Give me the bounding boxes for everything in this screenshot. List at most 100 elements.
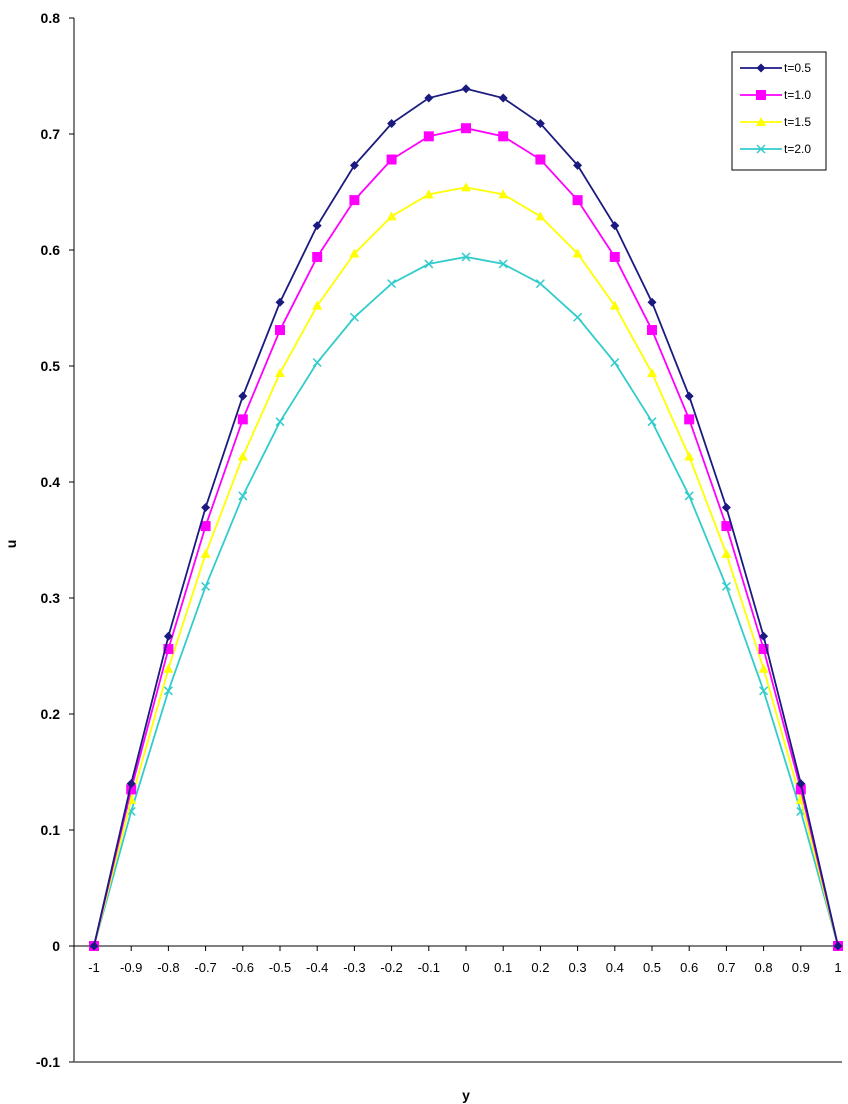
data-point-t-2-0	[349, 312, 359, 322]
data-point-t-1-0	[275, 325, 285, 336]
x-tick-label: -1	[88, 960, 100, 975]
data-point-t-0-5	[349, 160, 359, 170]
x-tick-label: -0.9	[120, 960, 142, 975]
data-point-t-2-0-stroke	[647, 417, 657, 427]
data-point-t-1-5	[498, 189, 509, 199]
data-point-t-2-0-stroke	[424, 259, 434, 269]
data-point-t-1-0	[498, 131, 509, 142]
x-tick-label: -0.6	[232, 960, 254, 975]
y-tick-label: 0.8	[41, 10, 61, 26]
data-point-t-2-0-stroke	[238, 491, 248, 501]
y-tick-label: 0.5	[41, 358, 61, 374]
data-point-t-2-0-stroke	[349, 312, 359, 322]
data-point-t-1-0	[684, 414, 695, 425]
data-point-t-2-0	[312, 357, 322, 368]
series-line-t-1-0	[93, 127, 839, 947]
data-point-t-2-0	[387, 279, 397, 289]
data-point-t-0-5	[424, 93, 434, 103]
data-point-t-2-0-stroke	[312, 357, 322, 368]
data-point-t-1-5	[275, 367, 285, 377]
data-point-t-1-0	[461, 123, 471, 134]
data-point-t-2-0-stroke	[759, 686, 769, 696]
data-point-t-1-5	[163, 663, 174, 673]
data-point-t-0-5	[312, 221, 322, 231]
y-tick-label: 0.2	[41, 706, 61, 722]
data-point-t-1-5	[461, 182, 471, 192]
data-point-t-2-0-stroke	[163, 686, 173, 696]
x-tick-label: 0.7	[717, 960, 735, 975]
data-point-t-1-0	[349, 195, 360, 206]
legend-marker-t-2-0	[756, 144, 766, 154]
x-tick-label: -0.1	[418, 960, 440, 975]
data-point-t-2-0	[610, 357, 620, 368]
data-point-t-1-5	[684, 451, 695, 461]
data-point-t-0-5	[684, 391, 694, 401]
data-point-t-0-5	[163, 631, 173, 641]
data-point-t-2-0-stroke	[498, 259, 508, 269]
x-tick-label: 0.4	[606, 960, 624, 975]
data-point-t-2-0	[163, 686, 173, 696]
x-tick-label: 0.5	[643, 960, 661, 975]
data-point-t-2-0-stroke	[275, 417, 285, 427]
data-point-t-0-5	[796, 779, 806, 789]
data-point-t-2-0	[498, 259, 508, 269]
data-point-t-0-5	[647, 297, 657, 307]
x-tick-label: -0.3	[343, 960, 365, 975]
data-point-t-2-0-stroke	[201, 581, 211, 591]
data-point-t-1-5	[200, 548, 211, 558]
data-point-t-0-5	[275, 297, 285, 307]
data-point-t-2-0	[201, 581, 211, 591]
data-point-t-1-0	[647, 325, 657, 336]
data-point-t-1-5	[535, 211, 546, 221]
data-point-t-1-0	[572, 195, 583, 206]
data-point-t-2-0	[573, 312, 583, 322]
data-point-t-2-0-stroke	[684, 491, 694, 501]
data-point-t-1-5	[609, 300, 620, 310]
data-point-t-1-5	[423, 189, 434, 199]
legend-marker-t-0-5	[756, 63, 766, 73]
data-point-t-1-5	[237, 451, 248, 461]
data-point-t-0-5	[461, 84, 471, 94]
x-tick-label: 0	[462, 960, 469, 975]
data-point-t-2-0-stroke	[721, 581, 731, 591]
y-tick-label: 0.4	[41, 474, 61, 490]
y-tick-label: -0.1	[36, 1054, 60, 1070]
data-point-t-1-0	[126, 784, 137, 795]
data-point-t-0-5	[387, 119, 397, 129]
data-point-t-1-0	[721, 521, 732, 532]
data-point-t-2-0	[535, 279, 545, 289]
data-point-t-1-5	[312, 300, 323, 310]
x-tick-label: -0.4	[306, 960, 328, 975]
legend: t=0.5 t=1.0 t=1.5 t=2.0	[731, 51, 827, 171]
data-point-t-0-5	[126, 779, 136, 789]
data-point-t-0-5	[573, 160, 583, 170]
data-point-t-1-0	[200, 521, 211, 532]
data-point-t-1-0	[163, 644, 174, 655]
series-line-t-1-5	[93, 186, 839, 947]
x-tick-label: -0.8	[157, 960, 179, 975]
data-point-t-1-5	[349, 248, 360, 258]
legend-label-t-0-5: t=0.5	[784, 61, 811, 75]
data-point-t-2-0-stroke	[610, 357, 620, 368]
data-point-t-0-5	[89, 941, 99, 951]
legend-label-t-1-0: t=1.0	[784, 88, 811, 102]
data-point-t-1-0	[758, 644, 769, 655]
y-tick-label: 0.3	[41, 590, 61, 606]
y-axis-title: u	[3, 540, 19, 549]
series-line-t-2-0	[93, 256, 839, 947]
data-point-t-1-0	[312, 251, 323, 262]
x-tick-label: 0.9	[792, 960, 810, 975]
data-point-t-1-0	[609, 251, 620, 262]
plot-area: -0.100.10.20.30.40.50.60.70.8-1 -0.9 -0.8-…	[36, 10, 843, 1070]
legend-marker-t-1-0	[756, 90, 766, 100]
x-tick-label: 0.3	[569, 960, 587, 975]
data-point-t-1-0	[386, 154, 397, 165]
x-tick-label: -0.5	[269, 960, 291, 975]
data-point-t-2-0-stroke	[573, 312, 583, 322]
data-point-t-1-0	[423, 131, 434, 142]
x-tick-label: -0.2	[380, 960, 402, 975]
data-point-t-2-0	[647, 417, 657, 427]
x-tick-label: 0.8	[755, 960, 773, 975]
data-point-t-2-0	[275, 417, 285, 427]
